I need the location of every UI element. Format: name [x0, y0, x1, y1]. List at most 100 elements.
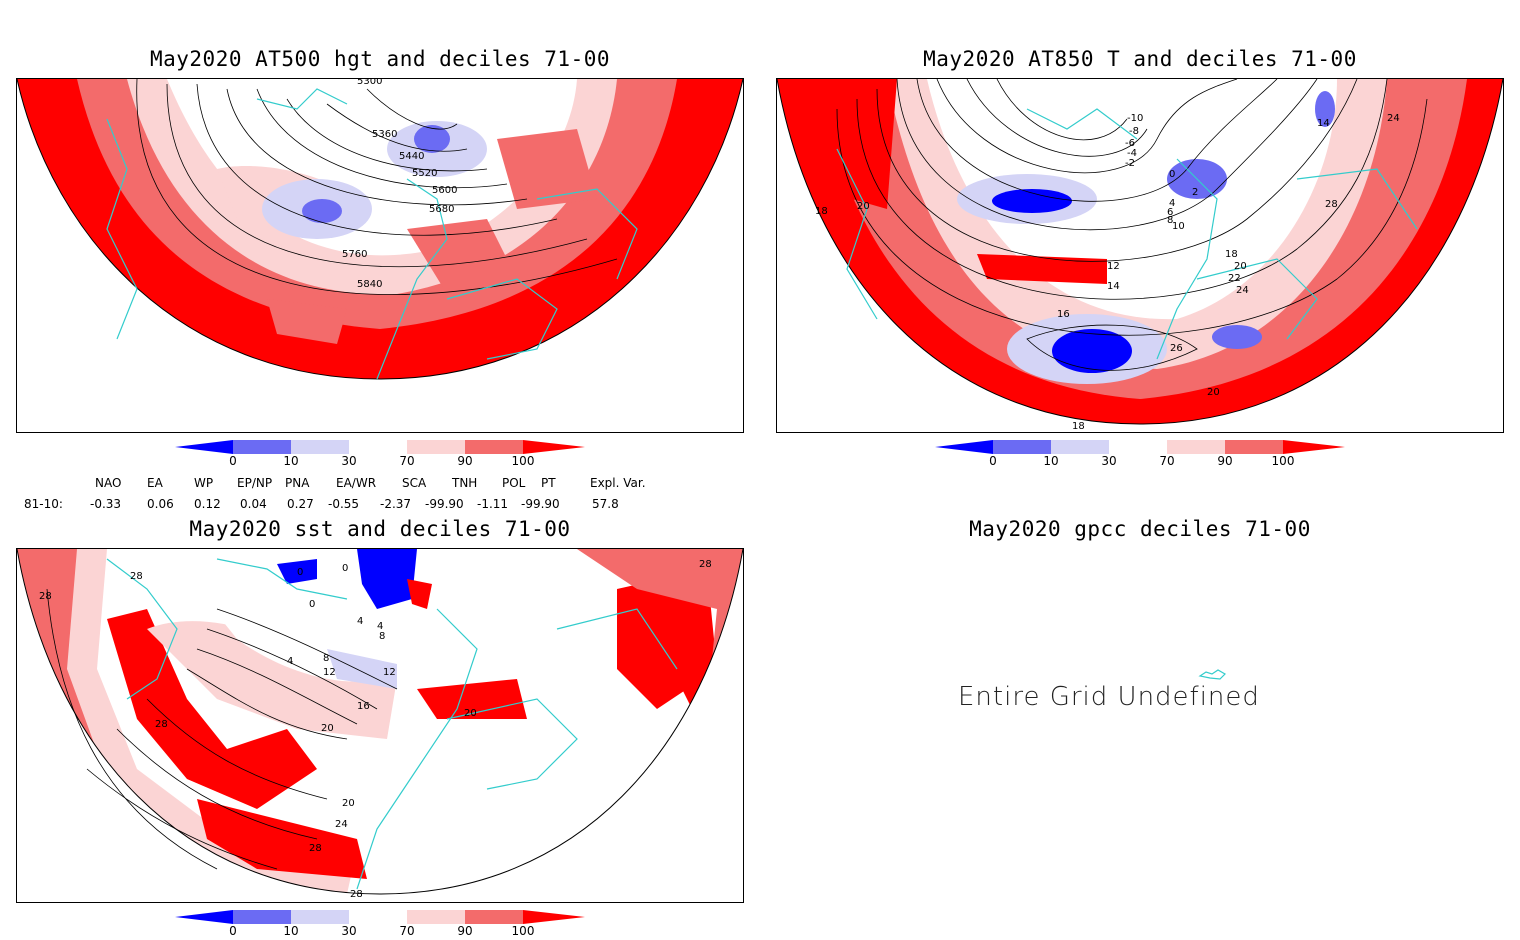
- map-panel-t850: -10 -8 -6 -4 -2 0 2 4 6 8 10 12 14 16 18…: [776, 78, 1504, 433]
- contour-label: 6: [1167, 207, 1173, 218]
- panel2-title: May2020 AT850 T and deciles 71-00: [923, 47, 1357, 71]
- colorbar-label: 70: [399, 924, 415, 938]
- index-name: POL: [502, 476, 526, 490]
- contour-label: 14: [1107, 281, 1120, 292]
- colorbar-label: 10: [1043, 454, 1059, 468]
- index-name: EA/WR: [336, 476, 377, 490]
- contour-label: 18: [1225, 249, 1238, 260]
- contour-label: 28: [155, 719, 168, 730]
- contour-label: 5360: [372, 129, 397, 140]
- undefined-grid-message: Entire Grid Undefined: [958, 682, 1260, 712]
- contour-label: 20: [321, 723, 334, 734]
- colorbar-label: 0: [229, 454, 237, 468]
- colorbar-label: 0: [229, 924, 237, 938]
- index-value: -99.90: [425, 497, 464, 511]
- contour-label: 4: [357, 616, 363, 627]
- contour-label: 28: [309, 843, 322, 854]
- contour-label: 18: [1072, 421, 1085, 432]
- index-name: NAO: [95, 476, 122, 490]
- contour-label: 20: [1234, 261, 1247, 272]
- contour-label: 18: [815, 206, 828, 217]
- index-value: -99.90: [521, 497, 560, 511]
- index-value: 0.06: [147, 497, 174, 511]
- index-row-label: 81-10:: [24, 497, 63, 511]
- colorbar-label: 30: [341, 924, 357, 938]
- contour-label: -6: [1125, 138, 1135, 149]
- contour-label: 28: [1325, 199, 1338, 210]
- contour-label: 8: [323, 653, 329, 664]
- contour-label: 12: [383, 667, 396, 678]
- index-value: -0.33: [90, 497, 122, 511]
- panel3-title: May2020 sst and deciles 71-00: [189, 517, 571, 541]
- contour-label: 8: [1167, 215, 1173, 226]
- contour-label: 4: [287, 656, 293, 667]
- colorbar-label: 10: [283, 454, 299, 468]
- contour-label: -8: [1129, 126, 1139, 137]
- colorbar-label: 100: [1271, 454, 1295, 468]
- index-name: Expl. Var.: [590, 476, 646, 490]
- contour-label: 20: [1207, 387, 1220, 398]
- index-value: 0.12: [194, 497, 221, 511]
- contour-label: 0: [342, 563, 348, 574]
- panel1-title: May2020 AT500 hgt and deciles 71-00: [149, 47, 610, 71]
- index-value: 57.8: [592, 497, 619, 511]
- colorbar-label: 70: [1159, 454, 1175, 468]
- contour-label: 20: [857, 201, 870, 212]
- colorbar-label: 10: [283, 924, 299, 938]
- colorbar-label: 100: [511, 454, 535, 468]
- panel4-title: May2020 gpcc deciles 71-00: [969, 517, 1311, 541]
- contour-label: 26: [1170, 343, 1183, 354]
- index-value: 0.04: [240, 497, 267, 511]
- contour-label: 10: [1172, 221, 1185, 232]
- colorbar-label: 90: [1217, 454, 1233, 468]
- colorbar-t850: 0 10 30 70 90 100: [935, 440, 1345, 472]
- contour-label: 20: [342, 798, 355, 809]
- colorbar-label: 70: [399, 454, 415, 468]
- contour-label: 12: [1107, 261, 1120, 272]
- colorbar-sst: 0 10 30 70 90 100: [175, 910, 585, 940]
- contour-label: 28: [699, 559, 712, 570]
- contour-label: 5600: [432, 185, 457, 196]
- index-value: -1.11: [477, 497, 509, 511]
- index-name: TNH: [452, 476, 478, 490]
- index-name: EA: [147, 476, 163, 490]
- index-name: EP/NP: [237, 476, 273, 490]
- contour-label: 20: [464, 708, 477, 719]
- contour-label: 2: [1192, 187, 1198, 198]
- contour-label: 12: [323, 667, 336, 678]
- contour-label: 24: [1387, 113, 1400, 124]
- map-panel-hgt500: 5360 5440 5520 5600 5680 5760 5840 5300: [16, 78, 744, 433]
- coast-fragment-icon: [1198, 669, 1226, 680]
- contour-label: 16: [1057, 309, 1070, 320]
- colorbar-hgt500: 0 10 30 70 90 100: [175, 440, 585, 472]
- colorbar-label: 90: [457, 924, 473, 938]
- contour-label: 22: [1228, 273, 1241, 284]
- contour-label: 16: [357, 701, 370, 712]
- contour-label: 24: [1236, 285, 1249, 296]
- map-panel-sst: 28 28 0 0 0 4 4 8 4 8 12 12 16 20 20 20 …: [16, 548, 744, 903]
- contour-label: 0: [1169, 169, 1175, 180]
- contour-label: 28: [130, 571, 143, 582]
- contour-label: 0: [297, 567, 303, 578]
- contour-label: -2: [1125, 158, 1135, 169]
- contour-label: 5680: [429, 204, 454, 215]
- contour-label: 0: [309, 599, 315, 610]
- index-value: -2.37: [380, 497, 412, 511]
- contour-label: 4: [1169, 198, 1175, 209]
- index-name: PT: [541, 476, 556, 490]
- index-value: -0.55: [328, 497, 360, 511]
- contour-label: 14: [1317, 118, 1330, 129]
- colorbar-label: 30: [1101, 454, 1117, 468]
- contour-label: 4: [377, 621, 383, 632]
- contour-label: 28: [350, 889, 363, 900]
- contour-label: 28: [39, 591, 52, 602]
- index-name: PNA: [285, 476, 310, 490]
- contour-label: 24: [335, 819, 348, 830]
- colorbar-label: 0: [989, 454, 997, 468]
- index-name: WP: [194, 476, 214, 490]
- contour-label: -4: [1127, 148, 1137, 159]
- contour-label: 8: [379, 631, 385, 642]
- index-value: 0.27: [287, 497, 314, 511]
- index-name: SCA: [402, 476, 427, 490]
- contour-label: 5300: [357, 79, 382, 87]
